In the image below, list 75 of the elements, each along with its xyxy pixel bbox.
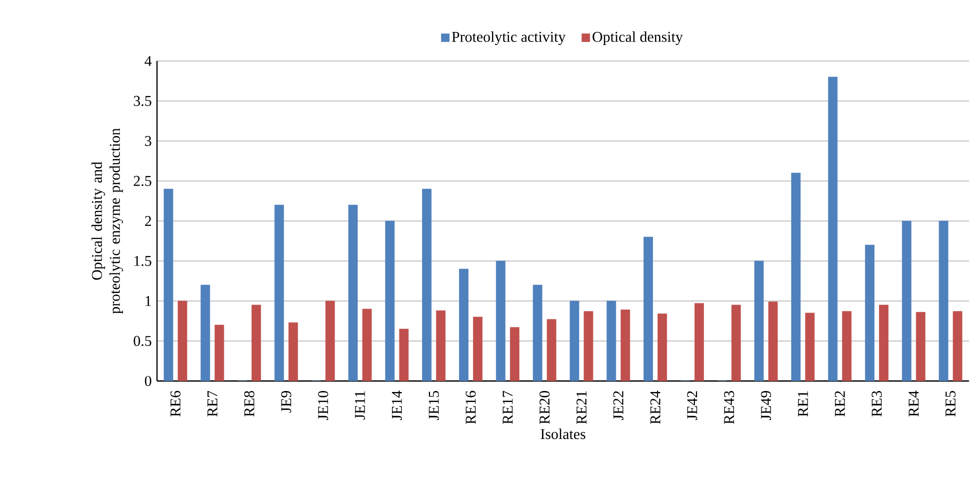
- bar: [274, 204, 284, 381]
- bar: [459, 268, 468, 381]
- x-tick-label: JE9: [281, 391, 292, 413]
- bar: [200, 284, 210, 381]
- bar: [938, 220, 948, 381]
- bar: [658, 314, 667, 381]
- bar: [828, 76, 838, 381]
- bar: [422, 188, 432, 381]
- bar: [385, 220, 395, 381]
- x-tick-label: RE4: [908, 390, 919, 417]
- y-tick-label: 0: [144, 376, 152, 386]
- bar: [694, 303, 704, 381]
- bar: [546, 319, 556, 381]
- bar: [584, 311, 594, 381]
- y-tick-label: 4: [144, 56, 152, 66]
- y-tick-label: 1.5: [134, 256, 152, 266]
- bar: [805, 312, 815, 381]
- y-tick-label: 0.5: [134, 336, 152, 346]
- y-tick-label: 1: [146, 296, 151, 306]
- x-tick-label: JE42: [687, 391, 698, 420]
- x-tick-label: RE43: [724, 390, 734, 424]
- bar: [288, 322, 298, 381]
- legend-label: Proteolytic activity: [452, 31, 566, 45]
- bar: [325, 300, 335, 381]
- x-tick-label: RE20: [540, 390, 550, 424]
- x-tick-label: RE6: [170, 390, 180, 417]
- bar: [496, 260, 506, 381]
- bar: [842, 311, 852, 381]
- bar: [865, 244, 874, 381]
- bar: [399, 328, 409, 381]
- bar: [570, 300, 580, 381]
- x-tick-label: RE7: [207, 390, 218, 417]
- x-tick-label: JE49: [760, 391, 772, 420]
- bar: [362, 308, 372, 381]
- bar: [436, 310, 446, 381]
- bar: [252, 304, 261, 381]
- bar: [879, 304, 888, 381]
- bar: [644, 236, 653, 381]
- x-tick-label: RE16: [466, 390, 476, 424]
- y-tick-label: 3.5: [134, 96, 152, 106]
- legend-label: Optical density: [592, 31, 683, 45]
- y-tick-label: 3: [145, 136, 152, 146]
- bar: [731, 304, 741, 381]
- bar: [510, 327, 520, 381]
- bar: [620, 310, 630, 381]
- x-tick-label: JE14: [392, 390, 402, 420]
- bar: [754, 260, 764, 381]
- x-tick-label: RE2: [834, 391, 845, 417]
- bar: [768, 302, 778, 381]
- x-tick-label: RE24: [650, 390, 660, 424]
- bar: [473, 316, 482, 381]
- bar: [532, 284, 542, 381]
- y-axis-title: Optical density and proteolytic enzyme production: [91, 128, 123, 314]
- y-tick-label: 2: [145, 216, 151, 226]
- bar: [606, 300, 616, 381]
- x-tick-label: RE5: [946, 390, 956, 417]
- x-tick-label: RE8: [244, 390, 254, 417]
- bar: [952, 311, 962, 381]
- x-tick-label: RE17: [502, 390, 513, 424]
- bar: [178, 300, 188, 381]
- x-tick-label: JE22: [613, 391, 624, 420]
- x-tick-label: JE15: [428, 391, 439, 420]
- bar: [791, 172, 801, 381]
- y-tick-label: 2.5: [134, 176, 152, 186]
- bar: [348, 204, 358, 381]
- x-tick-label: JE11: [355, 391, 366, 420]
- bar: [902, 220, 912, 381]
- x-tick-label: RE21: [576, 391, 586, 424]
- x-tick-label: JE10: [318, 390, 328, 420]
- x-axis-title: Isolates: [540, 428, 586, 440]
- bar: [214, 324, 224, 381]
- bar: [164, 188, 174, 381]
- x-tick-label: RE1: [798, 391, 808, 417]
- x-tick-label: RE3: [872, 390, 882, 417]
- bar: [916, 312, 926, 381]
